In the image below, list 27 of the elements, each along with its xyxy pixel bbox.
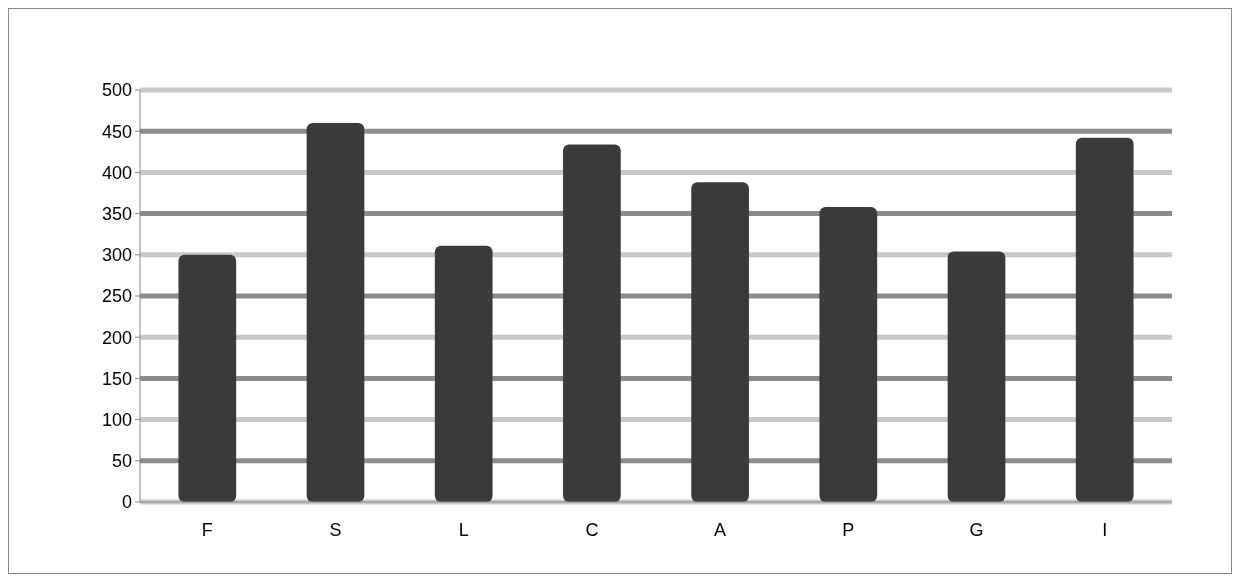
y-tick-label: 50 (111, 451, 132, 472)
bar (434, 245, 493, 502)
y-tick-label: 100 (101, 409, 132, 430)
y-tick-label: 200 (101, 327, 132, 348)
bar (306, 122, 365, 502)
x-tick-label: L (458, 520, 469, 540)
x-tick-label: F (201, 520, 213, 540)
y-tick-label: 250 (101, 286, 132, 307)
x-tick-label: A (714, 520, 727, 540)
bar (563, 144, 621, 502)
bar (1075, 137, 1134, 502)
x-tick-label: S (329, 520, 342, 540)
bar (819, 207, 878, 502)
y-tick-label: 500 (101, 80, 132, 101)
x-tick-label: I (1102, 520, 1108, 540)
y-tick-label: 150 (101, 368, 132, 389)
x-tick-label: C (585, 520, 599, 540)
y-tick-label: 0 (121, 492, 132, 513)
y-tick-label: 400 (101, 162, 132, 183)
y-tick-label: 350 (101, 203, 132, 224)
x-tick-label: P (842, 520, 855, 540)
bar (691, 182, 749, 502)
bar (178, 254, 237, 502)
bar (947, 251, 1006, 502)
y-tick-label: 450 (101, 121, 132, 142)
x-tick-label: G (969, 520, 984, 540)
y-tick-label: 300 (101, 245, 132, 266)
